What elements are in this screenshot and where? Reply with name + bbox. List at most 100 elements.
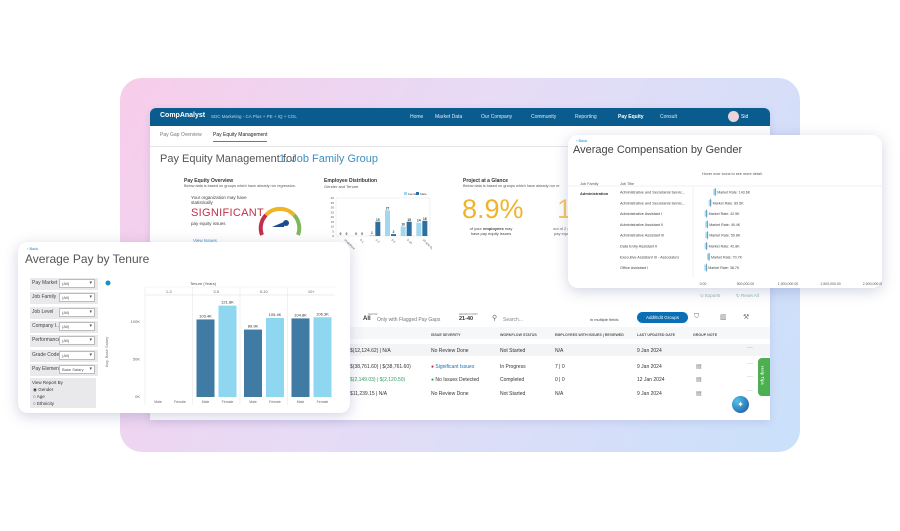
headcount-label: HEADCOUNT (459, 312, 479, 316)
filter-label: Company I... (32, 322, 61, 329)
tab-pay-equity-management[interactable]: Pay Equity Management (213, 132, 268, 142)
gender-title: Average Compensation by Gender (573, 144, 743, 156)
ai-assistant-button[interactable]: ✦ (732, 396, 749, 413)
filter-select[interactable]: (All) (59, 336, 95, 346)
nav-market-data[interactable]: Market Data (435, 114, 463, 120)
col-issue-severity[interactable]: ISSUE SEVERITY (431, 333, 461, 337)
bar-male (196, 319, 215, 397)
note-icon[interactable]: ▤ (696, 377, 702, 383)
row-menu-icon[interactable]: ··· (747, 345, 753, 351)
date-cell: 9 Jan 2024 (637, 364, 662, 370)
glance-desc: Below data is based on groups which have… (463, 184, 560, 188)
legend-label: Male (420, 192, 427, 196)
distribution-filters[interactable]: Gender and Tenure (324, 184, 359, 189)
nav-reporting[interactable]: Reporting (575, 114, 597, 120)
filter-select[interactable]: (All) (59, 279, 95, 288)
col-workflow-status[interactable]: WORKFLOW STATUS (500, 333, 537, 337)
group-select[interactable]: 1. Job Family Group (279, 153, 379, 165)
exports-button[interactable]: ⊙ Exports (700, 293, 721, 298)
gender-back-link[interactable]: ‹ Back (576, 138, 588, 143)
x-tick-label: 3-5 (390, 238, 396, 244)
filter-row: Performance (All) (30, 335, 98, 348)
user-avatar[interactable] (728, 111, 739, 122)
reset-all-button[interactable]: ↻ Reset All (736, 293, 759, 298)
top-nav: CompAnalyst SDC Marketing - CA Plus + PE… (150, 108, 770, 126)
fields-select[interactable]: in multiple fields (590, 317, 619, 322)
context-label[interactable]: SDC Marketing - CA Plus + PE + IQ + COL (211, 114, 297, 119)
filter-select[interactable]: Base Salary (59, 364, 95, 374)
col-group-note[interactable]: GROUP NOTE (693, 333, 718, 337)
y-tick-label: 35 (331, 201, 335, 205)
radio-ethnicity-label: Ethnicity (36, 401, 54, 406)
workflow-cell: Not Started (500, 348, 526, 354)
headcount-select[interactable]: 21-40 (459, 316, 474, 322)
row-menu-icon[interactable]: ··· (747, 361, 753, 367)
severity-text: No Review Done (431, 391, 469, 397)
chart-title: Tenure (Years) (190, 281, 217, 286)
market-rate-label: Market Rate: 38.7K (708, 266, 740, 270)
note-icon[interactable]: ▤ (696, 391, 702, 397)
help-tips-label: Help Tips (760, 366, 765, 385)
col-last-updated[interactable]: LAST UPDATED DATE (637, 333, 675, 337)
filter-select[interactable]: (All) (59, 293, 95, 303)
filter-row: Pay Market (All) (30, 278, 98, 290)
nav-community[interactable]: Community (531, 114, 557, 120)
radio-age[interactable]: ○ Age (33, 394, 45, 399)
row-menu-icon[interactable]: ··· (747, 388, 753, 394)
filter-select[interactable]: (All) (59, 321, 95, 331)
bar-value-label: 16 (423, 217, 427, 221)
bar-value-label: 105.4K (269, 312, 282, 317)
job-title-cell: Office Assistant I (620, 266, 648, 270)
bar-value-label: 0 (346, 232, 348, 236)
filter-icon[interactable]: ⛉ (694, 313, 700, 320)
back-link[interactable]: ‹ Back (27, 246, 39, 251)
marker-female (705, 232, 709, 239)
severity-cell[interactable]: ● Significant Issues (431, 364, 474, 370)
col-job-family[interactable]: Job Family (580, 182, 599, 186)
glance-value: 8.9% (462, 194, 524, 224)
legend-swatch (416, 192, 419, 195)
bar-value-label: 0 (340, 232, 342, 236)
bar-female (369, 235, 375, 236)
col-employees-issues[interactable]: EMPLOYEES WITH ISSUES | REVIEWED (555, 333, 624, 337)
filter-row: Company I... (All) (30, 320, 98, 333)
exports-label: Exports (705, 293, 721, 298)
radio-gender[interactable]: ◉ Gender (33, 387, 54, 392)
nav-pay-equity[interactable]: Pay Equity (618, 114, 644, 120)
note-icon[interactable]: ▤ (696, 364, 702, 370)
legend-label: Female (408, 192, 418, 196)
y-tick-label: 20 (331, 215, 335, 219)
glance-second-text: out of 2 groups (553, 226, 580, 231)
x-tick-label: 5-10 (406, 238, 413, 245)
nav-consult[interactable]: Consult (660, 114, 677, 120)
filter-flagged[interactable]: Only with Flagged Pay Gaps (377, 317, 441, 323)
bar-value-label: 10 (401, 223, 405, 227)
employees-cell: N/A (555, 391, 564, 397)
columns-icon[interactable]: ▥ (720, 314, 727, 321)
market-rate-label: Market Rate: 50.8K (709, 234, 741, 238)
help-tips-tab[interactable]: Help Tips (758, 358, 770, 396)
filter-all[interactable]: All (363, 316, 371, 322)
marker-female (713, 189, 717, 195)
job-family-value: Administration (580, 191, 609, 196)
filter-select[interactable]: (All) (59, 307, 95, 317)
radio-ethnicity[interactable]: ○ Ethnicity (33, 401, 54, 406)
bar-value-label: 15 (376, 218, 380, 222)
filter-select[interactable]: (All) (59, 350, 95, 360)
show-label: SHOW (368, 312, 378, 316)
tools-icon[interactable]: ⚒ (743, 314, 750, 321)
marker-female (708, 199, 712, 206)
group-label: 3-5 (213, 289, 220, 294)
user-name[interactable]: Sid (741, 114, 749, 120)
add-edit-groups-button[interactable]: Add/Edit Groups (637, 312, 688, 323)
view-issues-link[interactable]: View Issues (193, 238, 217, 243)
nav-home[interactable]: Home (410, 114, 424, 120)
search-input[interactable]: Search... (503, 317, 524, 323)
nav-our-company[interactable]: Our Company (481, 114, 513, 120)
overview-desc: Below data is based on groups which have… (184, 184, 296, 188)
col-job-title[interactable]: Job Title (620, 182, 635, 186)
y-tick-label: 15 (331, 220, 335, 224)
date-cell: 12 Jan 2024 (637, 377, 665, 383)
tab-pay-gap-overview[interactable]: Pay Gap Overview (160, 132, 202, 138)
row-menu-icon[interactable]: ··· (747, 374, 753, 380)
